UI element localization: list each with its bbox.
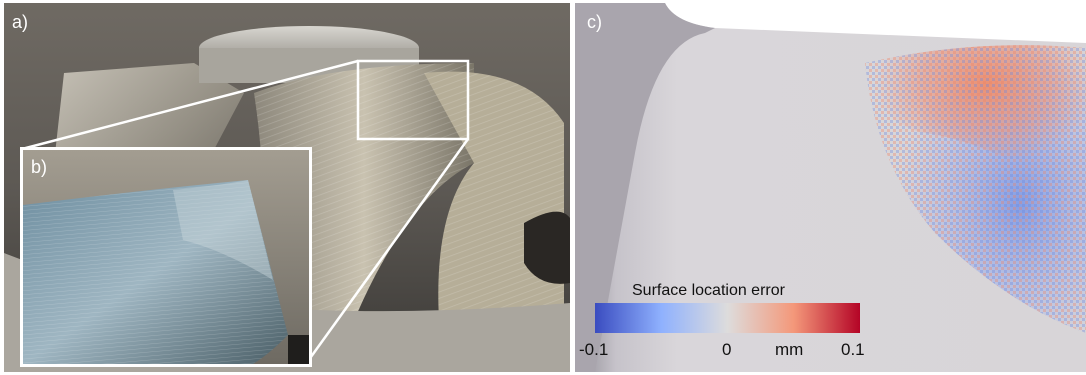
colorbar-mid-label: 0 xyxy=(722,340,732,359)
colorbar-min-label: -0.1 xyxy=(579,340,609,359)
panel-a-label: a) xyxy=(12,12,29,32)
panel-b-inset: b) xyxy=(20,147,312,367)
colorbar-title: Surface location error xyxy=(632,282,785,299)
panel-c-label: c) xyxy=(587,12,602,32)
panel-c-render: c) Surface location error -0.1 0 mm 0.1 xyxy=(575,3,1086,372)
colorbar-gradient xyxy=(595,303,860,333)
colorbar-max-label: 0.1 xyxy=(841,340,865,359)
surface-closeup-photo xyxy=(23,150,309,364)
error-surface-render xyxy=(575,3,1086,372)
panel-b-label: b) xyxy=(31,157,48,177)
colorbar-unit: mm xyxy=(775,340,804,359)
